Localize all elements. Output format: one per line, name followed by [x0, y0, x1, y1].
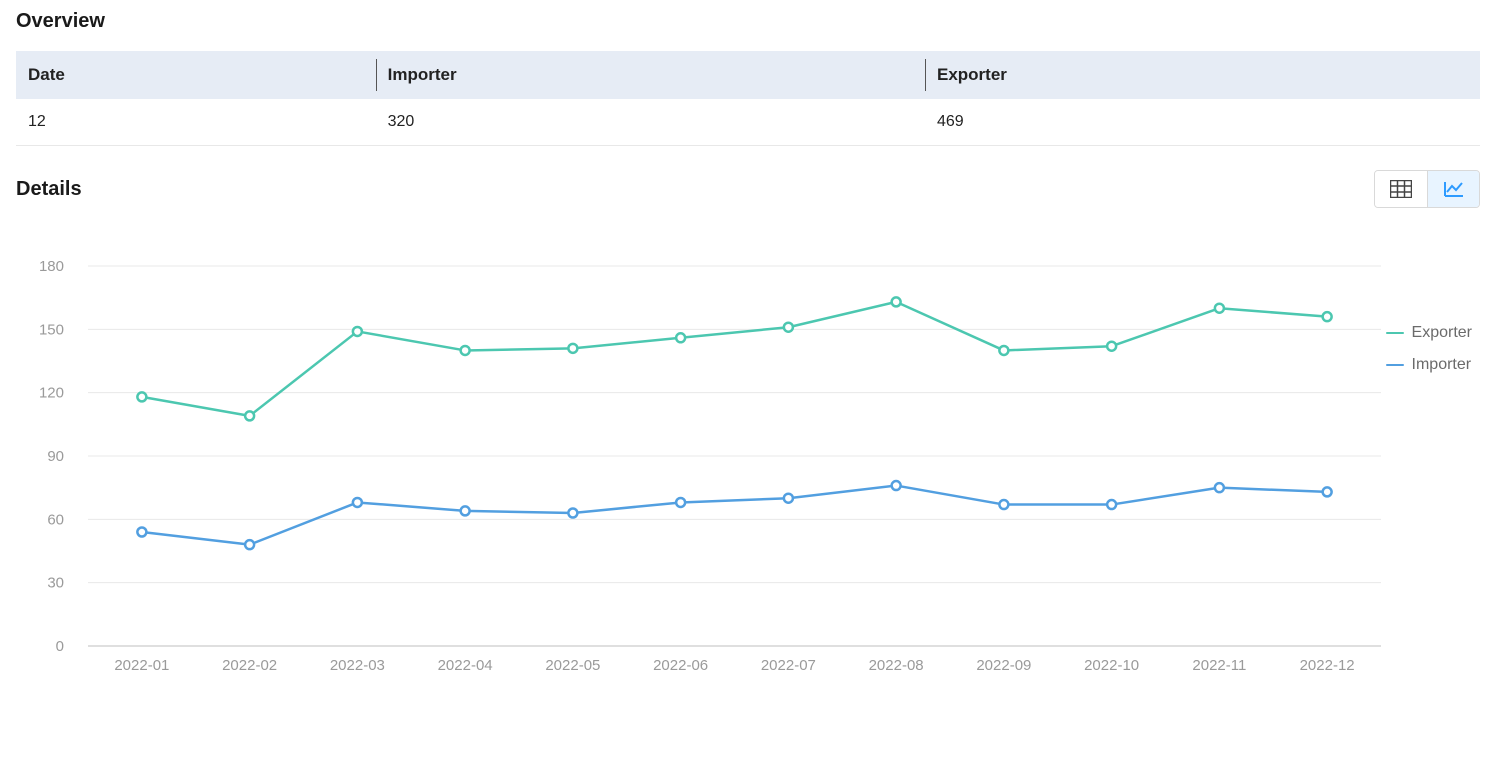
- svg-text:2022-05: 2022-05: [545, 657, 600, 674]
- svg-text:0: 0: [56, 638, 64, 655]
- svg-text:2022-08: 2022-08: [869, 657, 924, 674]
- svg-text:120: 120: [39, 385, 64, 402]
- legend-swatch: [1386, 364, 1404, 367]
- legend-label: Importer: [1412, 356, 1472, 374]
- table-icon: [1390, 180, 1412, 198]
- svg-text:2022-02: 2022-02: [222, 657, 277, 674]
- details-title: Details: [16, 178, 82, 201]
- details-line-chart: 0 30 60 90 120 150 180 2022-01 2022-02 2022-03 202…: [16, 246, 1381, 686]
- overview-col-importer: Importer: [376, 51, 925, 99]
- legend-item-importer: Importer: [1386, 356, 1472, 374]
- overview-col-date: Date: [16, 51, 376, 99]
- cell-exporter: 469: [925, 99, 1480, 146]
- svg-text:2022-09: 2022-09: [976, 657, 1031, 674]
- legend-label: Exporter: [1412, 324, 1472, 342]
- legend-item-exporter: Exporter: [1386, 324, 1472, 342]
- legend-swatch: [1386, 332, 1404, 335]
- line-chart-icon: [1443, 180, 1465, 198]
- svg-text:2022-10: 2022-10: [1084, 657, 1139, 674]
- svg-text:2022-11: 2022-11: [1192, 657, 1246, 674]
- view-chart-button[interactable]: [1427, 171, 1479, 207]
- view-toggle: [1374, 170, 1480, 208]
- table-row: 12 320 469: [16, 99, 1480, 146]
- cell-importer: 320: [376, 99, 925, 146]
- overview-title: Overview: [16, 10, 1480, 33]
- svg-text:2022-06: 2022-06: [653, 657, 708, 674]
- svg-text:2022-04: 2022-04: [438, 657, 493, 674]
- svg-text:90: 90: [47, 448, 64, 465]
- cell-date: 12: [16, 99, 376, 146]
- svg-text:180: 180: [39, 258, 64, 275]
- svg-text:2022-01: 2022-01: [114, 657, 169, 674]
- overview-table: Date Importer Exporter 12 320 469: [16, 51, 1480, 146]
- svg-text:60: 60: [47, 511, 64, 528]
- svg-text:2022-03: 2022-03: [330, 657, 385, 674]
- svg-text:30: 30: [47, 575, 64, 592]
- view-table-button[interactable]: [1375, 171, 1427, 207]
- svg-text:2022-12: 2022-12: [1300, 657, 1355, 674]
- svg-text:150: 150: [39, 321, 64, 338]
- svg-text:2022-07: 2022-07: [761, 657, 816, 674]
- chart-legend: Exporter Importer: [1386, 324, 1472, 388]
- overview-col-exporter: Exporter: [925, 51, 1480, 99]
